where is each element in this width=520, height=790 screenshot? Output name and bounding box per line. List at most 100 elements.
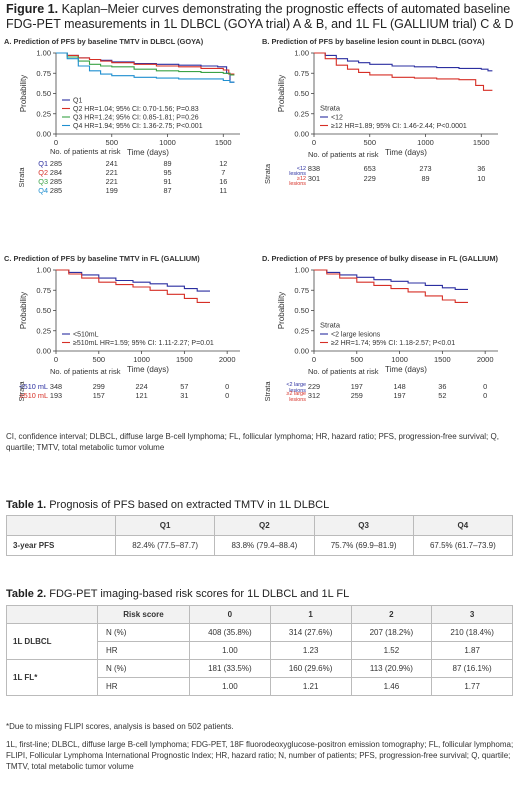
risk-cell: 10 — [477, 174, 485, 183]
risk-row-label: lesions — [289, 388, 306, 394]
figure-label: Figure 1. — [6, 2, 59, 16]
x-tick-label: 500 — [363, 138, 376, 147]
table-cell: 75.7% (69.9–81.9) — [313, 535, 414, 556]
risk-cell: 89 — [163, 159, 171, 168]
risk-cell: 0 — [483, 391, 487, 400]
risk-row-label: <510 mL — [19, 382, 48, 391]
table-cell: 1.77 — [431, 677, 513, 696]
km-chart-panel-a: A. Prediction of PFS by baseline TMTV in… — [4, 37, 240, 195]
km-chart-panel-c: C. Prediction of PFS by baseline TMTV in… — [4, 254, 240, 402]
risk-table-strata-label: Strata — [17, 381, 26, 402]
table-cell: 113 (20.9%) — [350, 659, 433, 678]
abbreviations-footnote: 1L, first-line; DLBCL, diffuse large B-c… — [6, 740, 514, 771]
y-tick-label: 1.00 — [36, 266, 51, 275]
risk-cell: 312 — [308, 391, 320, 400]
table-cell: 1.23 — [269, 641, 352, 660]
x-tick-label: 2000 — [219, 355, 236, 364]
y-axis-label: Probability — [277, 75, 286, 112]
risk-cell: 284 — [50, 168, 62, 177]
risk-cell: 0 — [225, 382, 229, 391]
table-cell: 210 (18.4%) — [431, 623, 513, 642]
table-header-cell: 0 — [189, 605, 271, 624]
km-curve-a-4 — [56, 52, 235, 83]
figure-caption: Figure 1. Kaplan–Meier curves demonstrat… — [6, 2, 514, 32]
table-row-label: 3-year PFS — [6, 535, 116, 556]
table2-footnote: *Due to missing FLIPI scores, analysis i… — [6, 722, 234, 731]
risk-cell: 653 — [364, 164, 376, 173]
table-row-label: HR — [97, 641, 190, 660]
y-tick-label: 0.50 — [294, 89, 309, 98]
risk-row-label: <2 large — [286, 382, 306, 388]
legend-entry: ≥2 HR=1.74; 95% CI: 1.18-2.57; P<0.01 — [331, 340, 455, 347]
figure-footnote: CI, confidence interval; DLBCL, diffuse … — [6, 432, 499, 452]
table-cell: 207 (18.2%) — [350, 623, 433, 642]
risk-row-label: Q4 — [38, 186, 48, 195]
risk-row-label: ≥12 — [297, 176, 306, 182]
table1-title: Table 1. Prognosis of PFS based on extra… — [6, 499, 329, 511]
table-header-cell: 1 — [269, 605, 352, 624]
x-tick-label: 1500 — [176, 355, 193, 364]
table-cell: 67.5% (61.7–73.9) — [412, 535, 514, 556]
table-group-label: 1L DLBCL — [6, 623, 98, 660]
km-curve-c-2 — [56, 269, 210, 303]
risk-cell: 157 — [93, 391, 105, 400]
table-cell: 1.46 — [350, 677, 433, 696]
table-cell: 1.00 — [189, 677, 271, 696]
km-chart-panel-d: D. Prediction of PFS by presence of bulk… — [262, 254, 499, 403]
risk-cell: 36 — [477, 164, 485, 173]
table-header-cell: 3 — [431, 605, 513, 624]
y-tick-label: 1.00 — [36, 49, 51, 58]
y-tick-label: 1.00 — [294, 266, 309, 275]
risk-table-strata-label: Strata — [263, 381, 272, 402]
legend-entry: <12 — [331, 115, 343, 122]
y-tick-label: 1.00 — [294, 49, 309, 58]
risk-cell: 31 — [180, 391, 188, 400]
y-tick-label: 0.75 — [294, 69, 309, 78]
risk-cell: 121 — [135, 391, 147, 400]
risk-cell: 197 — [393, 391, 405, 400]
x-axis-label: Time (days) — [385, 148, 427, 157]
y-axis-label: Probability — [277, 292, 286, 329]
x-tick-label: 500 — [93, 355, 106, 364]
y-tick-label: 0.25 — [294, 109, 309, 118]
y-axis-label: Probability — [19, 75, 28, 112]
risk-cell: 229 — [364, 174, 376, 183]
risk-cell: 36 — [438, 382, 446, 391]
x-axis-label: Time (days) — [385, 365, 427, 374]
table1-title-text: Prognosis of PFS based on extracted TMTV… — [49, 499, 330, 511]
risk-cell: 838 — [308, 164, 320, 173]
y-axis-label: Probability — [19, 292, 28, 329]
risk-cell: 0 — [225, 391, 229, 400]
risk-cell: 87 — [163, 186, 171, 195]
risk-cell: 299 — [93, 382, 105, 391]
legend-entry: Q4 HR=1.94; 95% CI: 1.36-2.75; P<0.001 — [73, 123, 203, 130]
risk-cell: 285 — [50, 177, 62, 186]
km-curve-c-1 — [56, 269, 210, 292]
risk-cell: 285 — [50, 159, 62, 168]
x-tick-label: 1500 — [434, 355, 451, 364]
table1-label: Table 1. — [6, 499, 47, 511]
legend-entry: ≥12 HR=1.89; 95% CI: 1.46-2.44; P<0.0001 — [331, 123, 467, 130]
table-row: 1L FL* N (%) 181 (33.5%) 160 (29.6%) 113… — [6, 659, 513, 696]
x-tick-label: 1000 — [391, 355, 408, 364]
risk-cell: 221 — [106, 168, 118, 177]
legend-entry: <2 large lesions — [331, 332, 381, 339]
y-tick-label: 0.75 — [36, 69, 51, 78]
table-cell: 1.00 — [189, 641, 271, 660]
risk-row-label: Q2 — [38, 168, 48, 177]
y-tick-label: 0.75 — [36, 286, 51, 295]
risk-cell: 221 — [106, 177, 118, 186]
risk-row-label: <12 — [297, 166, 306, 172]
risk-cell: 193 — [50, 391, 62, 400]
risk-table-title: No. of patients at risk — [50, 147, 121, 156]
risk-row-label: Q1 — [38, 159, 48, 168]
table-cell: 314 (27.6%) — [269, 623, 352, 642]
table2: Risk score 0 1 2 3 1L DLBCL N (%) 408 (3… — [6, 605, 513, 696]
table-header-cell — [6, 605, 98, 624]
y-tick-label: 0.50 — [36, 306, 51, 315]
risk-cell: 229 — [308, 382, 320, 391]
risk-cell: 16 — [219, 177, 227, 186]
chart-title: A. Prediction of PFS by baseline TMTV in… — [4, 37, 204, 46]
x-tick-label: 0 — [54, 138, 58, 147]
y-tick-label: 0.25 — [36, 326, 51, 335]
